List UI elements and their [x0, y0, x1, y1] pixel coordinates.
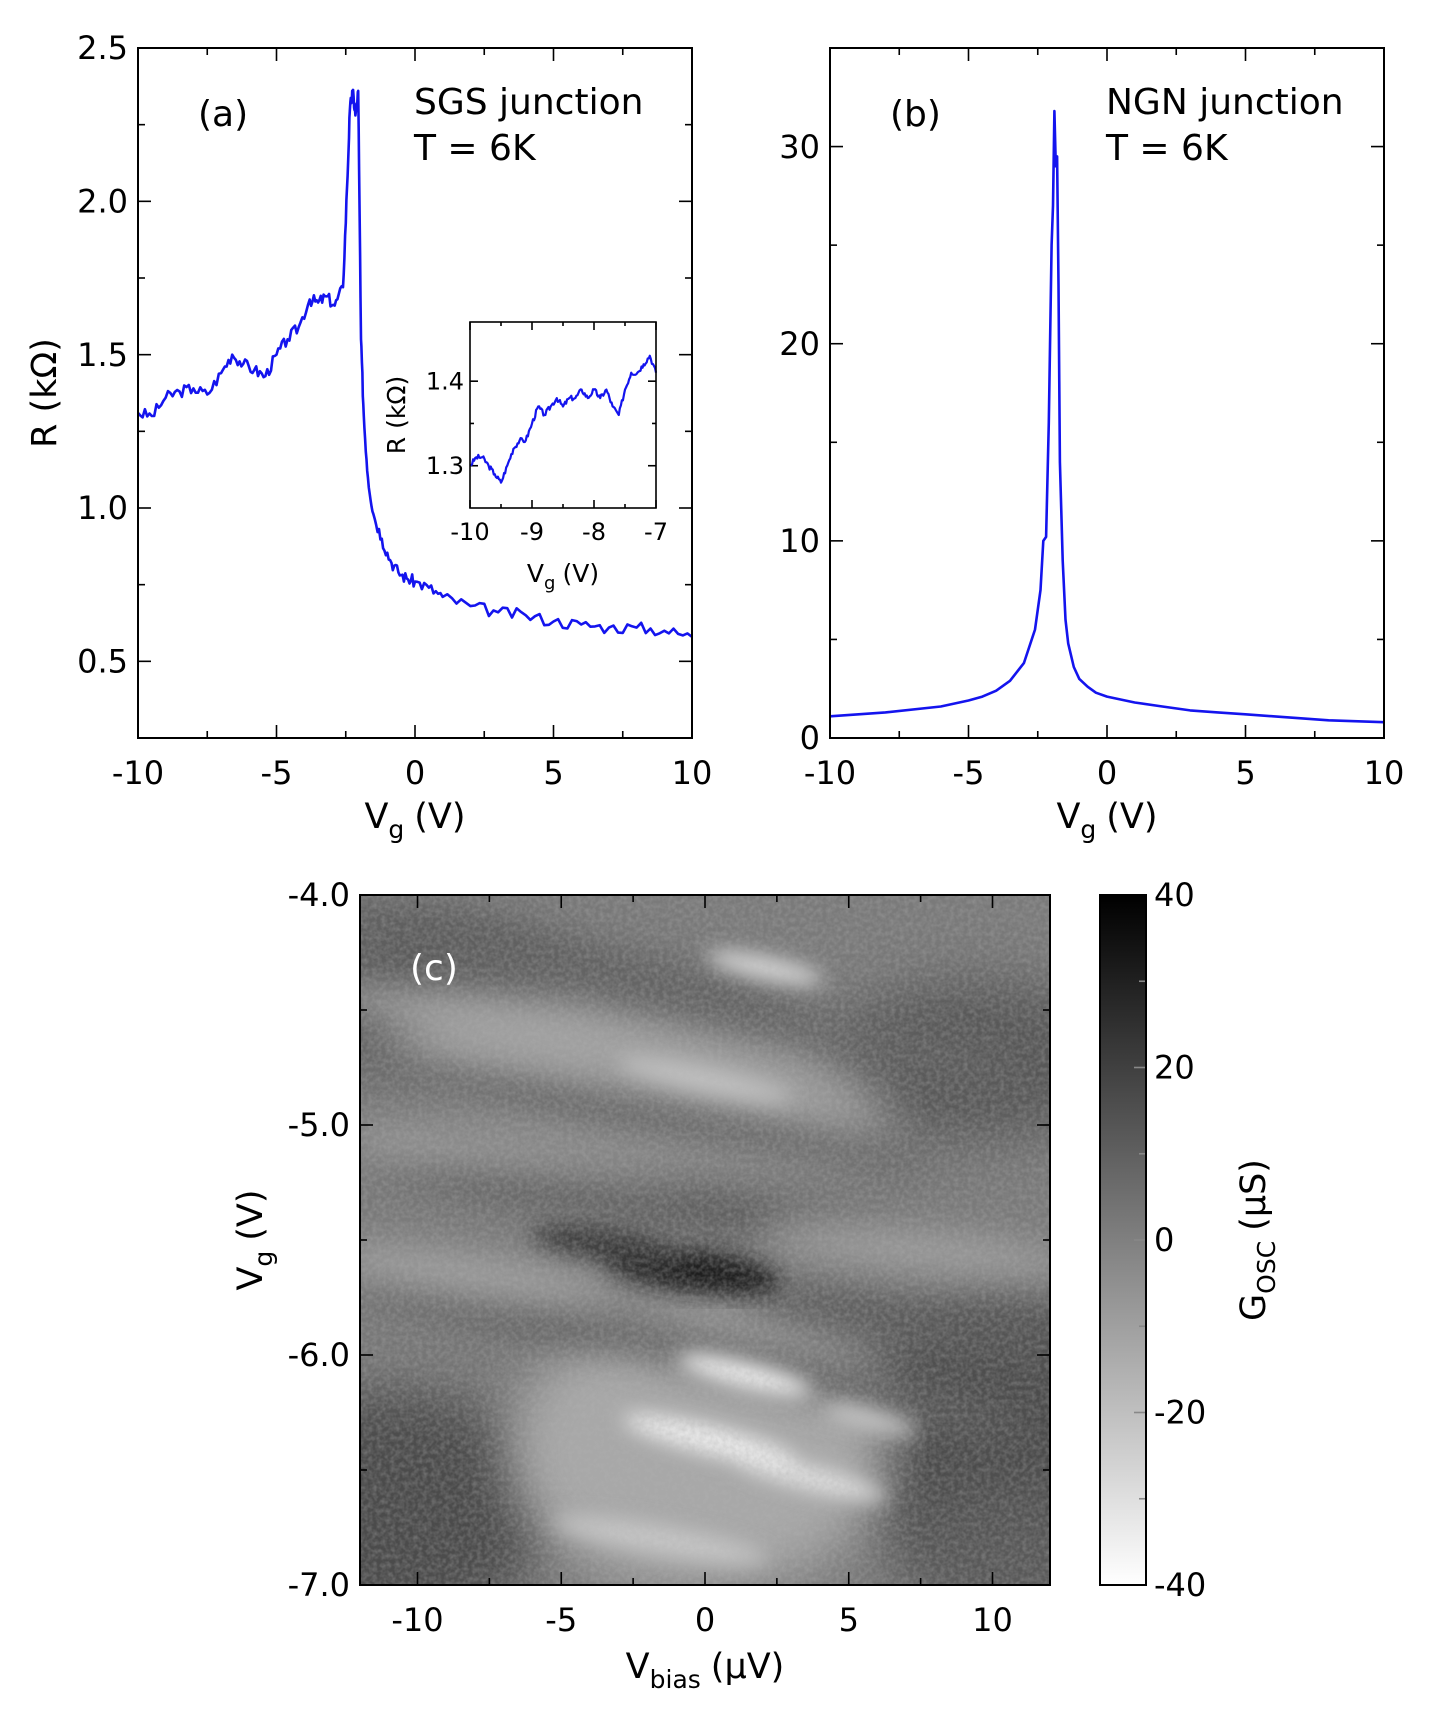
panel-a: -10 -5 0 5 10 0.5 1.0 1.5 2.0 2.5 (a) SGS junctio…: [25, 29, 712, 844]
panel-c-axes-frame: [359, 894, 1051, 1586]
colorbar-tick-labels: -40 -20 0 20 40: [1154, 876, 1206, 1604]
panel-b-temperature: T = 6K: [1105, 128, 1229, 169]
panel-a-inset: -10 -9 -8 -7 1.3 1.4 Vg (V) R (kΩ): [382, 321, 668, 594]
inset-axes-frame: [469, 321, 657, 509]
panel-a-axes-frame: [137, 47, 693, 739]
panel-a-x-tick-label: -5: [261, 754, 293, 792]
colorbar-frame: [1099, 894, 1147, 1586]
inset-x-tick-label: -9: [520, 518, 544, 546]
panel-b-x-axis-label: Vg (V): [1056, 797, 1157, 844]
panel-c-x-tick-label: 0: [695, 1601, 715, 1639]
inset-x-axis-label: Vg (V): [527, 559, 599, 594]
panel-a-tick-labels: -10 -5 0 5 10 0.5 1.0 1.5 2.0 2.5: [77, 29, 712, 792]
panel-a-series-line: [137, 88, 693, 638]
panel-b-x-tick-label: 5: [1235, 754, 1255, 792]
panel-c-x-tick-label: -10: [391, 1601, 443, 1639]
inset-series-line: [469, 354, 658, 484]
panel-c-letter: (c): [410, 948, 458, 989]
inset-y-tick-label: 1.4: [426, 368, 464, 396]
panel-c-y-tick-label: -5.0: [288, 1106, 350, 1144]
panel-a-x-tick-label: 10: [672, 754, 713, 792]
panel-c-y-tick-label: -4.0: [288, 876, 350, 914]
panel-b-axes-frame: [829, 47, 1385, 739]
panel-b-y-tick-label: 10: [779, 522, 820, 560]
colorbar-tick-label: -40: [1154, 1566, 1206, 1604]
colorbar-tick-label: 0: [1154, 1221, 1174, 1259]
inset-x-tick-label: -7: [644, 518, 668, 546]
panel-c-y-axis-label: Vg(V): [231, 1189, 278, 1290]
panel-b-x-tick-label: 0: [1097, 754, 1117, 792]
panel-b: -10 -5 0 5 10 0 10 20 30 (b) NGN junction T = 6K…: [779, 47, 1404, 844]
panel-a-letter: (a): [198, 94, 248, 135]
colorbar-tick-label: 20: [1154, 1049, 1195, 1087]
panel-c: -10 -5 0 5 10-7.0-6.0-5.0-4.0 (c) Vbias (μV) …: [231, 876, 1281, 1694]
panel-b-x-tick-label: 10: [1364, 754, 1405, 792]
inset-y-axis-label: R (kΩ): [382, 376, 411, 454]
panel-c-y-tick-label: -6.0: [288, 1336, 350, 1374]
inset-tick-labels: -10 -9 -8 -7 1.3 1.4: [426, 368, 668, 546]
panel-a-y-axis-label: R (kΩ): [25, 338, 65, 448]
colorbar-tick-label: 40: [1154, 876, 1195, 914]
panel-a-y-tick-label: 1.5: [77, 336, 128, 374]
panel-a-ticks: [137, 47, 693, 738]
panel-b-y-tick-label: 30: [779, 128, 820, 166]
panel-a-x-axis-label: Vg (V): [364, 797, 465, 844]
colorbar: -40 -20 0 20 40 GOSC(μS): [1099, 876, 1281, 1604]
panel-a-y-tick-label: 0.5: [77, 643, 128, 681]
panel-b-x-tick-label: -5: [953, 754, 985, 792]
inset-x-tick-label: -10: [450, 518, 489, 546]
panel-a-temperature: T = 6K: [413, 128, 537, 169]
panel-a-x-tick-label: -10: [112, 754, 164, 792]
colorbar-label: GOSC(μS): [1234, 1159, 1281, 1321]
panel-c-y-tick-label: -7.0: [288, 1566, 350, 1604]
colorbar-tick-label: -20: [1154, 1394, 1206, 1432]
inset-x-tick-label: -8: [582, 518, 606, 546]
panel-b-y-tick-label: 20: [779, 325, 820, 363]
inset-y-tick-label: 1.3: [426, 452, 464, 480]
panel-c-x-axis-label: Vbias (μV): [626, 1647, 785, 1694]
panel-a-title: SGS junction: [414, 82, 643, 123]
panel-c-x-tick-label: 10: [972, 1601, 1013, 1639]
panel-a-y-tick-label: 1.0: [77, 489, 128, 527]
panel-b-title: NGN junction: [1106, 82, 1344, 123]
panel-c-tick-labels: -10 -5 0 5 10 -7.0 -6.0 -5.0 -4.0: [288, 876, 1013, 1639]
panel-a-x-tick-label: 5: [543, 754, 563, 792]
inset-background: [470, 322, 656, 508]
panel-b-tick-labels: -10 -5 0 5 10 0 10 20 30: [779, 128, 1404, 792]
panel-a-x-tick-label: 0: [405, 754, 425, 792]
panel-c-x-tick-label: 5: [839, 1601, 859, 1639]
panel-b-letter: (b): [890, 94, 941, 135]
panel-b-x-tick-label: -10: [804, 754, 856, 792]
heatmap-image: [360, 895, 1050, 1585]
panel-b-y-tick-label: 0: [800, 719, 820, 757]
panel-c-x-tick-label: -5: [545, 1601, 577, 1639]
panel-b-series-line: [829, 109, 1385, 724]
panel-a-y-tick-label: 2.0: [77, 183, 128, 221]
panel-a-y-tick-label: 2.5: [77, 29, 128, 67]
